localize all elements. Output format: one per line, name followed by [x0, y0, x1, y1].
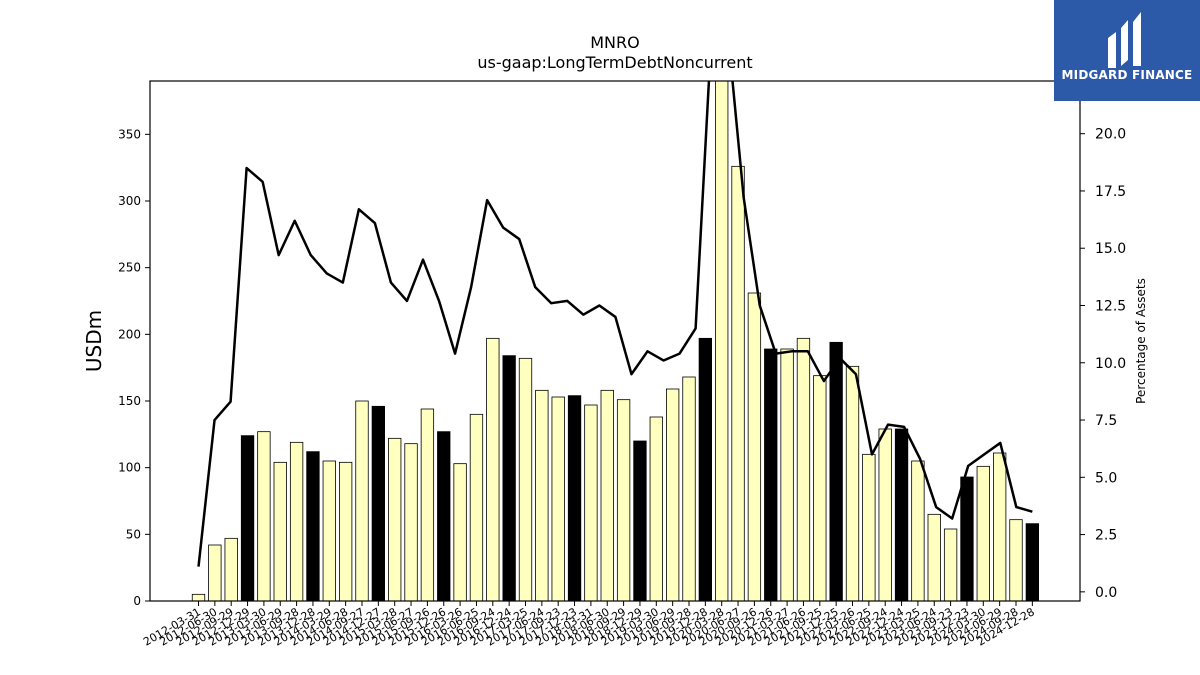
- bar: [240, 435, 255, 601]
- y2-tick-label: 2.5: [1095, 528, 1117, 544]
- bar: [862, 453, 876, 601]
- y2-tick-label: 10.0: [1095, 356, 1126, 372]
- bars-group: [191, 81, 1039, 601]
- bar: [764, 348, 778, 601]
- bar: [649, 416, 663, 601]
- y2-tick-label: 5.0: [1095, 470, 1117, 486]
- bar: [338, 461, 353, 601]
- bar: [845, 365, 860, 601]
- bar: [437, 431, 451, 601]
- y2-tick-label: 12.5: [1095, 298, 1126, 314]
- y-tick-label: 150: [118, 394, 141, 408]
- y2-tick-label: 15.0: [1095, 241, 1126, 257]
- y-tick-label: 350: [118, 127, 141, 141]
- y-tick-label: 50: [126, 527, 141, 541]
- bar: [469, 413, 484, 601]
- y2-tick-label: 20.0: [1095, 127, 1126, 143]
- bar: [535, 389, 549, 601]
- bar: [698, 337, 712, 601]
- y2-tick-label: 7.5: [1095, 413, 1117, 429]
- percentage-line: [197, 81, 1033, 567]
- bar: [600, 389, 614, 601]
- bar: [371, 405, 386, 601]
- bar: [273, 461, 287, 601]
- bar: [878, 428, 892, 601]
- bar: [715, 81, 729, 601]
- bar: [289, 441, 304, 601]
- bar: [257, 431, 271, 601]
- bar: [208, 544, 222, 601]
- bar: [322, 460, 336, 601]
- y-tick-label: 250: [118, 261, 141, 275]
- bar: [960, 476, 974, 601]
- y-tick-label: 300: [118, 194, 141, 208]
- bar: [388, 437, 402, 601]
- y2-tick-label: 0.0: [1095, 585, 1117, 601]
- bar: [453, 463, 467, 601]
- bar: [616, 399, 631, 601]
- line-group: [197, 81, 1033, 567]
- bar: [993, 452, 1007, 601]
- bar: [633, 440, 647, 601]
- bar: [911, 460, 925, 601]
- bar: [682, 376, 696, 601]
- y-tick-label: 0: [133, 594, 141, 608]
- y2-axis-label: Percentage of Assets: [1134, 278, 1148, 404]
- brand-name: MIDGARD FINANCE: [1061, 68, 1193, 82]
- y2-tick-label: 17.5: [1095, 184, 1126, 200]
- bar: [584, 404, 598, 601]
- bar: [796, 337, 811, 601]
- brand-logo: MIDGARD FINANCE: [1054, 0, 1200, 101]
- bar: [894, 428, 909, 601]
- bar: [976, 465, 990, 601]
- plot-frame: [149, 80, 1081, 602]
- bar: [731, 165, 745, 601]
- bar: [813, 375, 827, 601]
- bar: [191, 593, 206, 601]
- bar: [567, 395, 582, 601]
- bar: [306, 451, 320, 601]
- bar: [502, 355, 516, 601]
- midgard-logo-icon: [1108, 12, 1141, 68]
- bar: [1009, 519, 1023, 601]
- bar: [551, 396, 565, 601]
- y-axis-label: USDm: [82, 310, 106, 372]
- bar: [224, 537, 238, 601]
- bar: [486, 337, 500, 601]
- y-tick-label: 200: [118, 327, 141, 341]
- bar: [420, 408, 435, 601]
- bar: [747, 292, 762, 601]
- bar: [666, 388, 680, 601]
- bar: [943, 528, 958, 601]
- chart-subtitle: us-gaap:LongTermDebtNoncurrent: [477, 53, 752, 72]
- bar: [404, 443, 418, 601]
- bar: [927, 513, 941, 601]
- bar: [829, 341, 843, 601]
- bar: [780, 348, 794, 601]
- y-tick-label: 100: [118, 461, 141, 475]
- bar: [518, 357, 533, 601]
- chart-title: MNRO: [590, 33, 639, 52]
- bar: [1025, 523, 1039, 601]
- bar: [355, 400, 369, 601]
